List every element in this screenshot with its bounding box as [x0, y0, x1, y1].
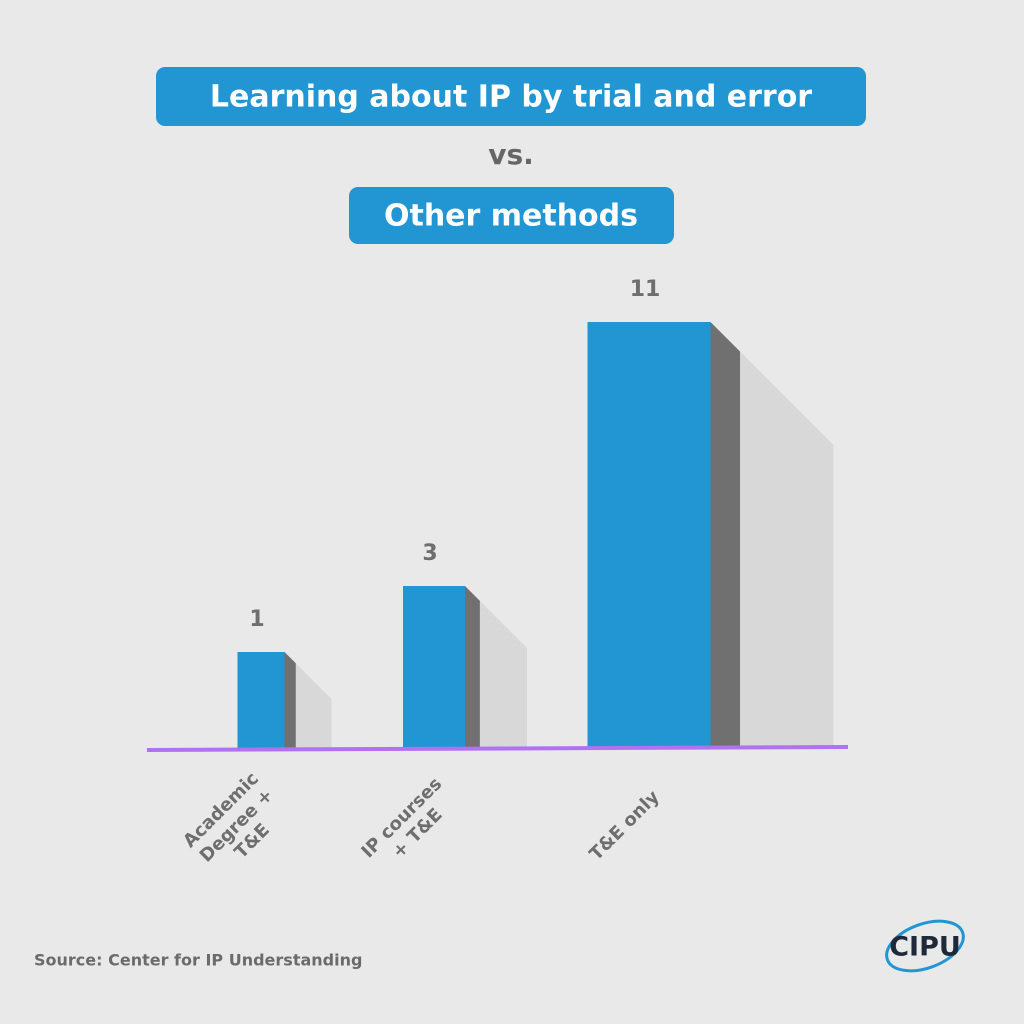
chart-title: Learning about IP by trial and error — [210, 80, 812, 115]
x-tick-label: IP courses+ T&E — [357, 773, 446, 862]
value-label: 11 — [630, 277, 661, 302]
bar-side — [710, 322, 741, 748]
title-box — [349, 187, 674, 244]
bar-shadow — [740, 351, 834, 748]
chart-title: Other methods — [384, 199, 638, 234]
chart-subtitle: vs. — [488, 138, 534, 171]
x-tick-label-line: T&E only — [586, 786, 664, 864]
logo: CIPU — [889, 932, 961, 963]
title-box — [156, 67, 866, 126]
bar-side — [465, 586, 480, 748]
bar — [237, 652, 285, 748]
bar-shadow — [479, 600, 527, 748]
baseline — [146, 745, 849, 752]
bar — [587, 322, 711, 748]
x-tick-label: T&E only — [586, 786, 664, 864]
logo-ring — [885, 919, 965, 973]
source: Source: Center for IP Understanding — [34, 951, 362, 970]
value-label: 3 — [422, 541, 437, 566]
bar — [403, 586, 465, 748]
bar-side — [284, 652, 296, 748]
bar-shadow — [295, 663, 332, 748]
value-label: 1 — [249, 607, 264, 632]
